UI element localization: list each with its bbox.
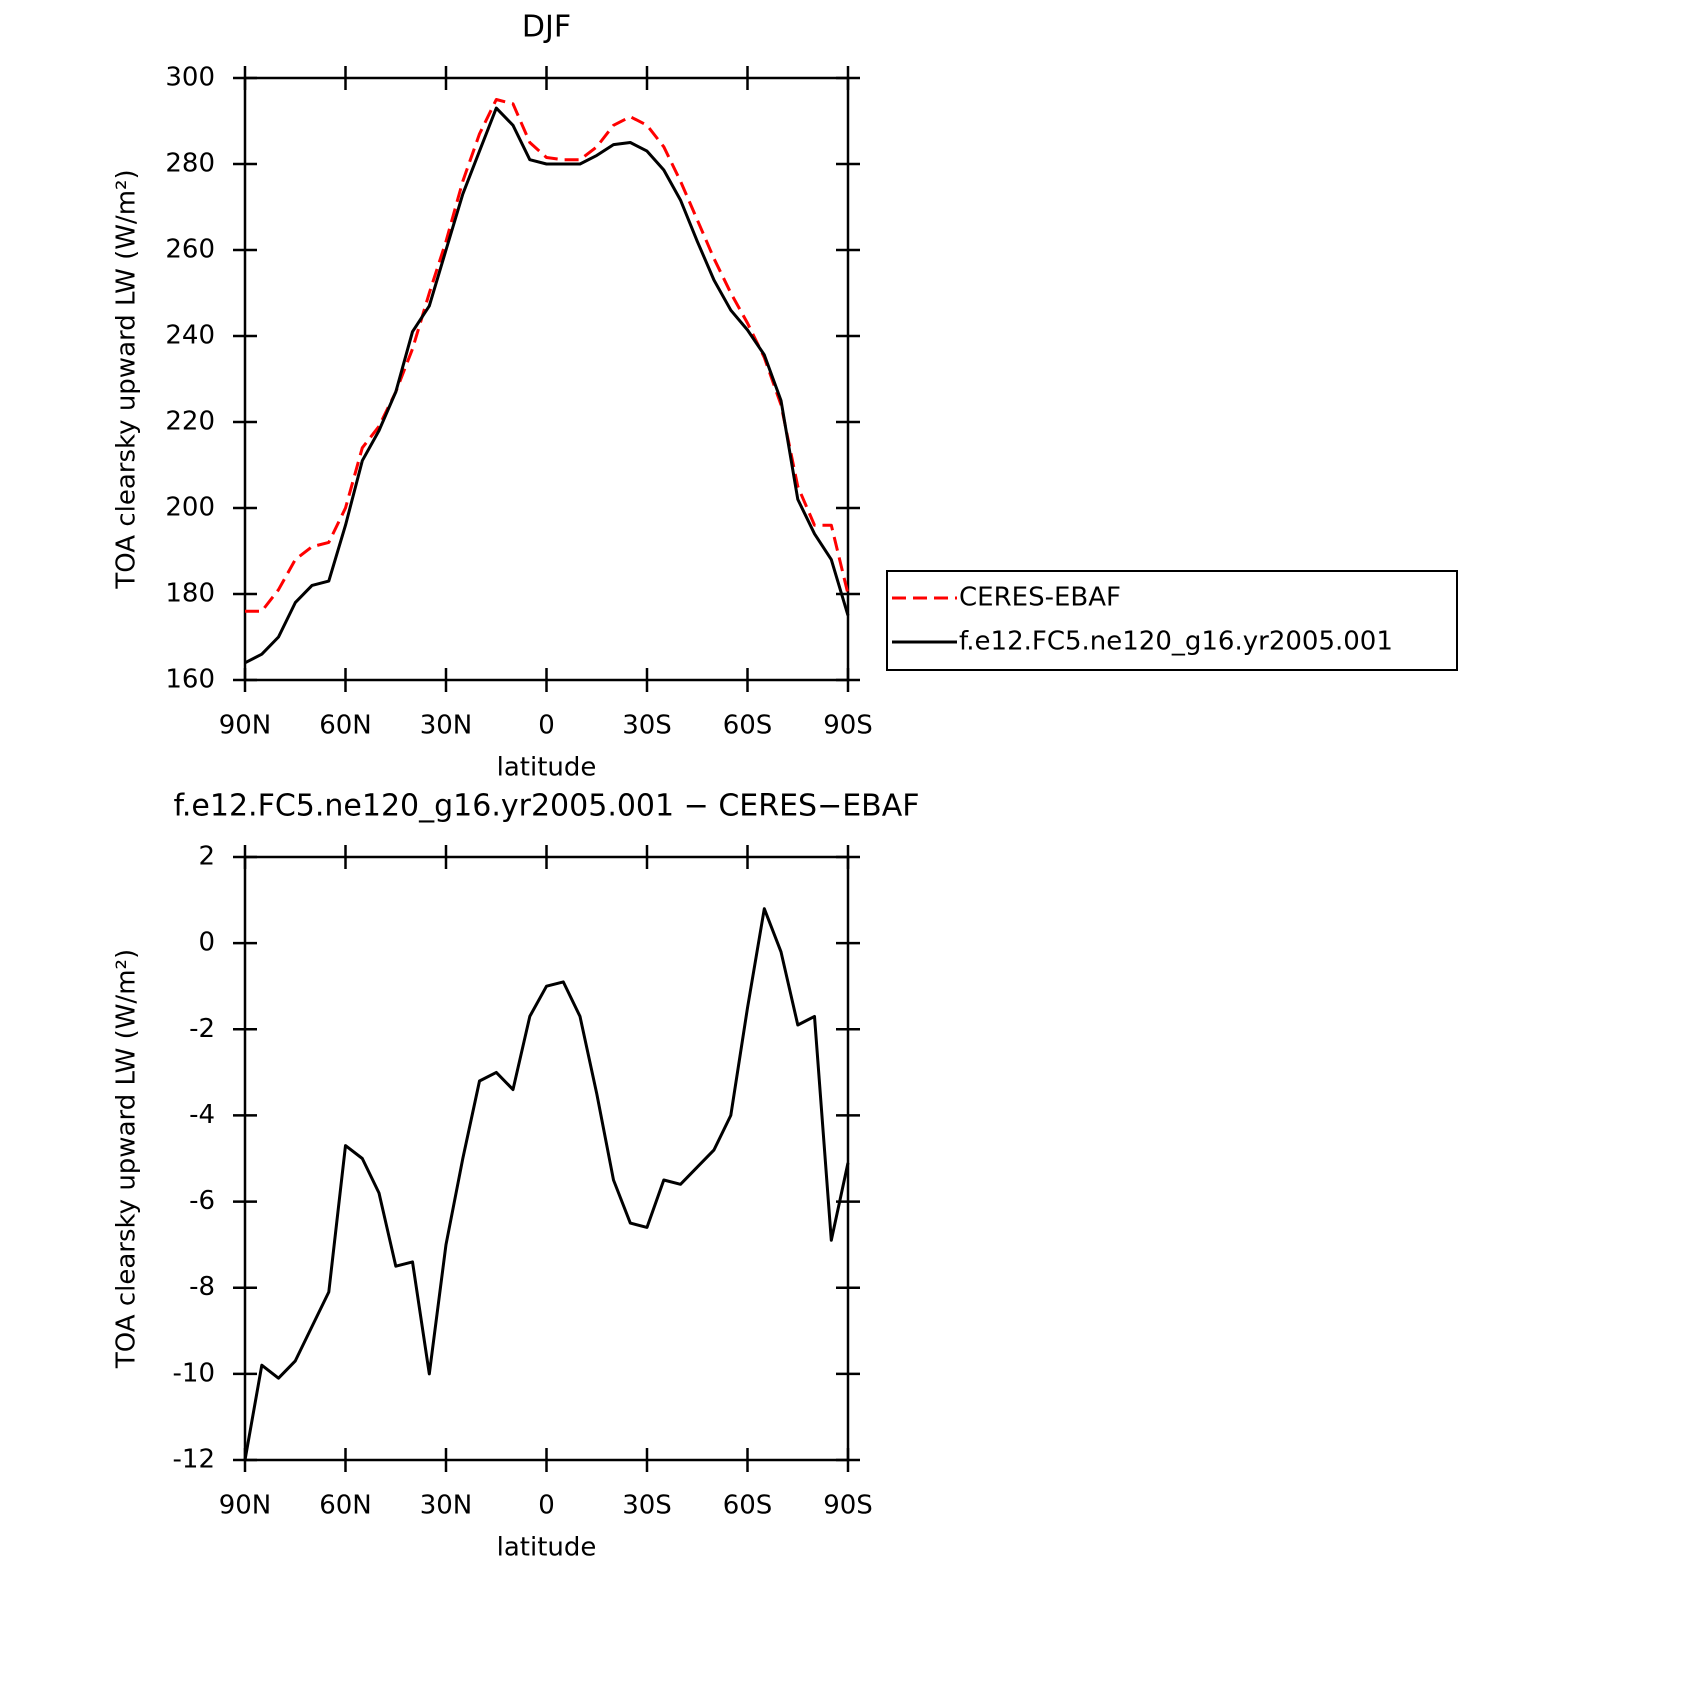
y-tick-label: 280 [165,149,215,179]
y-tick-label: 300 [165,63,215,93]
y-tick-label: -6 [189,1186,215,1216]
y-tick-label: -10 [173,1358,215,1388]
y-tick-label: -12 [173,1445,215,1475]
chart-title: f.e12.FC5.ne120_g16.yr2005.001 − CERES−E… [173,789,919,824]
x-tick-label: 0 [538,711,555,741]
y-tick-label: -8 [189,1272,215,1302]
chart-title: DJF [522,10,571,45]
x-axis-label: latitude [497,753,597,783]
x-tick-label: 90S [823,711,873,741]
x-tick-label: 30N [420,711,473,741]
x-tick-label: 60N [319,711,372,741]
legend-box [886,570,1458,671]
legend-label: f.e12.FC5.ne120_g16.yr2005.001 [959,627,1393,657]
x-tick-label: 60N [319,1491,372,1521]
y-tick-label: 240 [165,321,215,351]
x-tick-label: 90N [219,1491,272,1521]
x-tick-label: 0 [538,1491,555,1521]
y-tick-label: 180 [165,579,215,609]
data-line [244,106,850,665]
y-tick-label: 160 [165,665,215,695]
y-tick-label: -4 [189,1100,215,1130]
x-tick-label: 60S [723,711,773,741]
y-tick-label: 220 [165,407,215,437]
y-axis-label: TOA clearsky upward LW (W/m²) [112,169,142,589]
x-tick-label: 30S [622,711,672,741]
y-tick-label: -2 [189,1014,215,1044]
legend-label: CERES-EBAF [959,583,1121,613]
x-tick-label: 30S [622,1491,672,1521]
y-tick-label: 260 [165,235,215,265]
x-tick-label: 90S [823,1491,873,1521]
data-line [243,907,850,1461]
plot-frame [243,76,850,682]
x-tick-label: 90N [219,711,272,741]
y-tick-label: 2 [198,842,215,872]
y-tick-label: 200 [165,493,215,523]
x-tick-label: 30N [420,1491,473,1521]
x-axis-label: latitude [497,1533,597,1563]
data-line [245,98,850,613]
x-tick-label: 60S [723,1491,773,1521]
y-axis-label: TOA clearsky upward LW (W/m²) [112,949,142,1369]
y-tick-label: 0 [198,928,215,958]
